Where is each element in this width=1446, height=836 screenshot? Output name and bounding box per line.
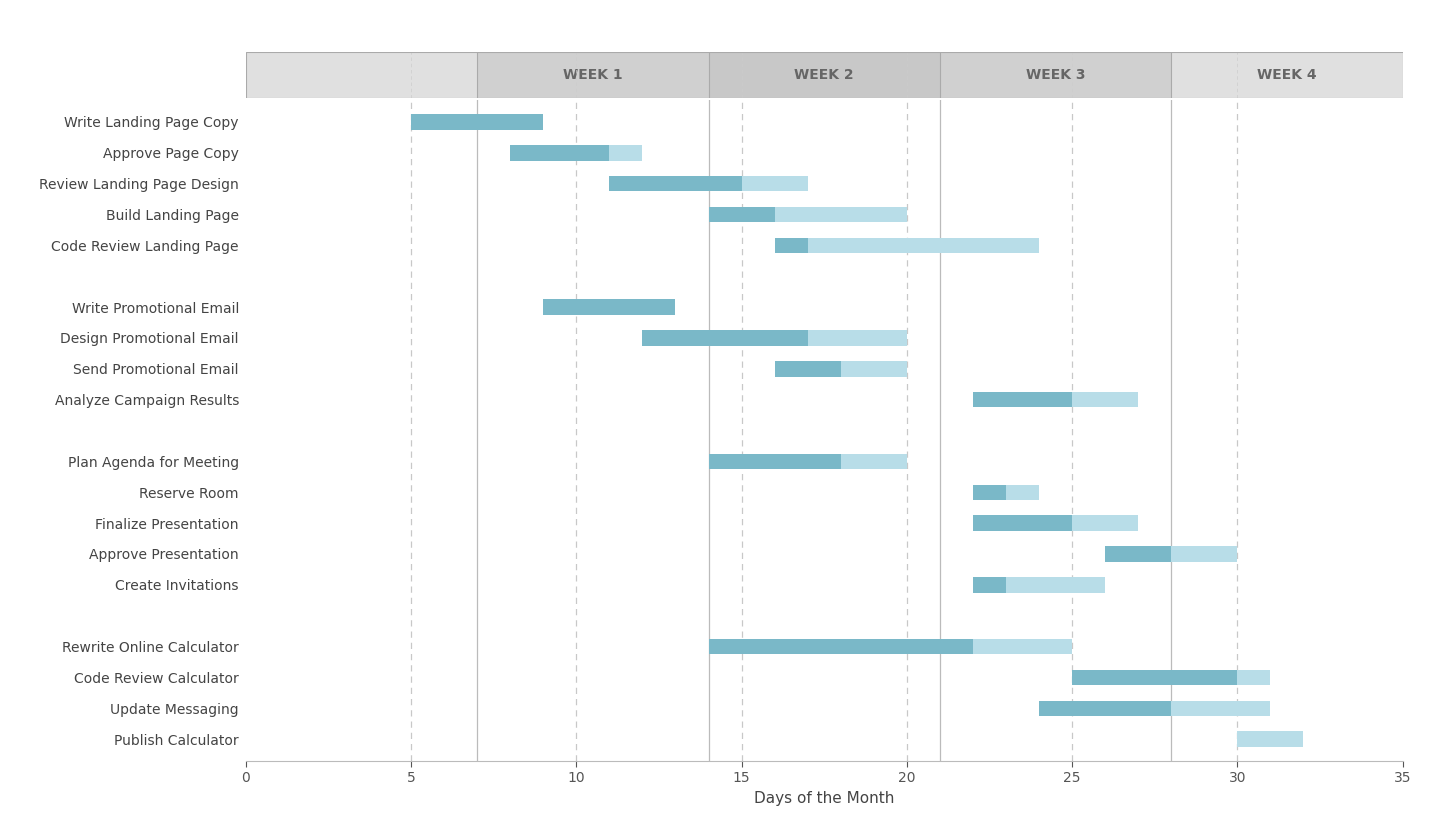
Bar [642, 330, 808, 345]
Bar [709, 639, 973, 655]
Bar [544, 299, 675, 315]
Bar [1171, 546, 1238, 562]
Bar [709, 454, 840, 469]
Bar [1171, 52, 1403, 98]
Bar [1071, 516, 1138, 531]
Bar [477, 52, 709, 98]
Bar [1006, 485, 1040, 500]
Bar [709, 206, 775, 222]
Bar [742, 176, 808, 191]
Bar [940, 52, 1171, 98]
Bar [1171, 701, 1271, 716]
Bar [973, 639, 1071, 655]
Bar [808, 330, 907, 345]
Bar [973, 516, 1071, 531]
Bar [1040, 701, 1171, 716]
Text: WEEK 2: WEEK 2 [794, 68, 855, 82]
Text: WEEK 3: WEEK 3 [1025, 68, 1086, 82]
Bar [808, 237, 1040, 253]
Bar [246, 52, 477, 98]
Bar [973, 485, 1006, 500]
Bar [510, 145, 609, 161]
Bar [1006, 577, 1105, 593]
Bar [1105, 546, 1171, 562]
Text: WEEK 1: WEEK 1 [562, 68, 623, 82]
Bar [1071, 392, 1138, 407]
Bar [775, 206, 907, 222]
Bar [411, 115, 544, 130]
Bar [775, 237, 808, 253]
Bar [1238, 732, 1303, 747]
X-axis label: Days of the Month: Days of the Month [753, 791, 895, 806]
Bar [973, 392, 1071, 407]
Bar [840, 361, 907, 376]
Text: WEEK 4: WEEK 4 [1257, 68, 1317, 82]
Bar [609, 176, 742, 191]
Bar [609, 145, 642, 161]
Bar [973, 577, 1006, 593]
Bar [775, 361, 840, 376]
Bar [840, 454, 907, 469]
Bar [1071, 670, 1238, 686]
Bar [709, 52, 940, 98]
Bar [1238, 670, 1271, 686]
